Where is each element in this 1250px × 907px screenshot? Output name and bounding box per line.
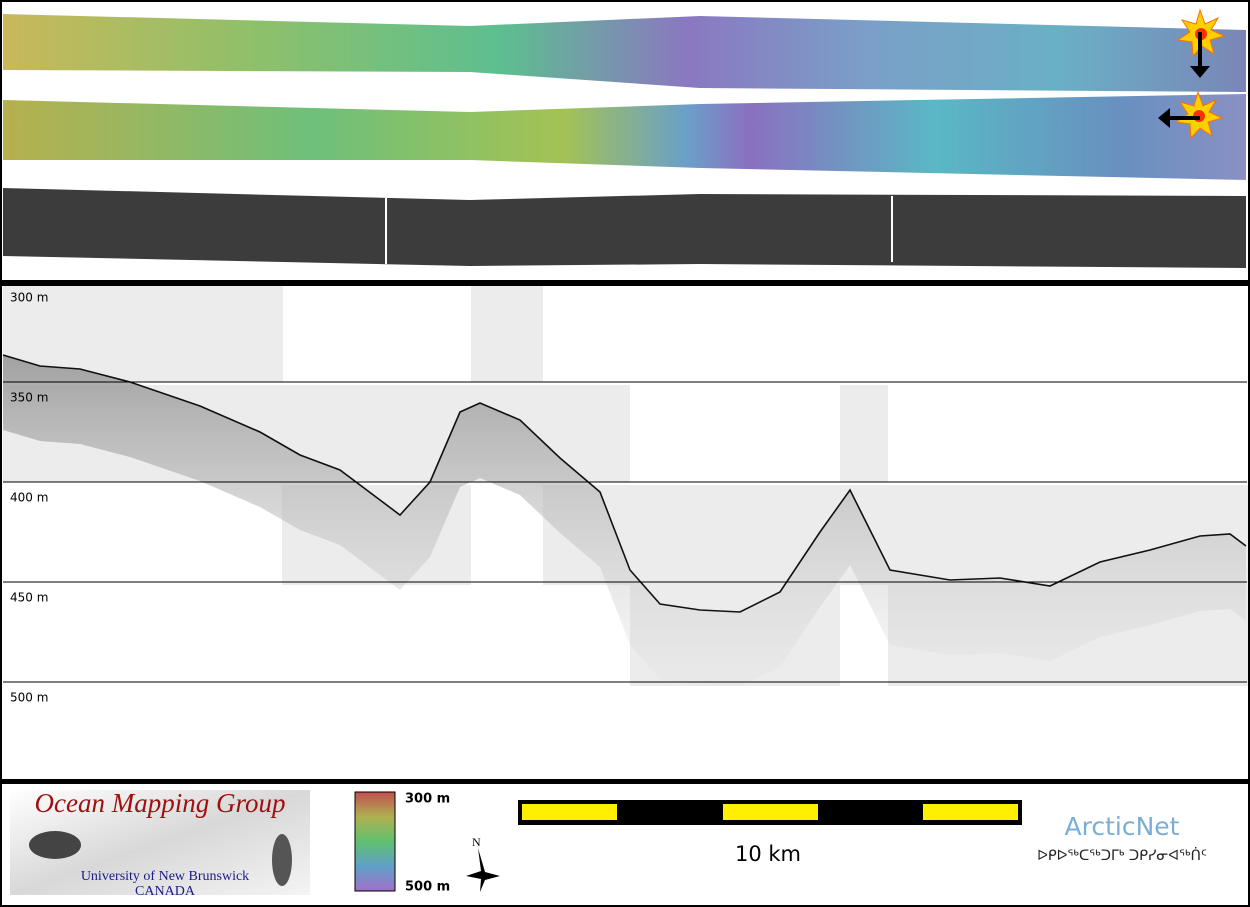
logo-graphic [29,831,81,859]
logo-title: Ocean Mapping Group [35,788,286,818]
bathymetry-strip [3,94,1246,180]
vessel-marker [1176,8,1226,78]
partner-name: ArcticNet [1065,812,1180,841]
depth-scale: 300 m 350 m 400 m 450 m 500 m [3,291,1247,705]
colorbar [354,791,396,892]
separator [0,779,1250,784]
seafloor-profile [2,354,1247,613]
scale-bar-label: 10 km [735,842,801,866]
backscatter-strip [3,188,1246,268]
colorbar-label: 500 m [405,880,450,895]
logo-country: CANADA [135,884,196,899]
scale-bar-segment [923,804,1018,820]
scale-bar-segment [522,804,617,820]
depth-label: 300 m [10,291,48,305]
vessel-marker [1158,90,1224,140]
bathymetry-strip [3,14,1246,92]
depth-label: 400 m [10,491,48,505]
colorbar-label: 300 m [405,792,450,807]
scale-bar-segment [723,804,818,820]
subbottom-reflectors [3,355,1246,686]
north-label: N [472,835,481,849]
depth-label: 350 m [10,391,48,405]
partner-subtitle: ᐅᑭᐅᖅᑕᖅᑐᒥᒃ ᑐᑭᓯᓂᐊᖅᑏᑦ [1037,847,1207,864]
logo-graphic [272,834,292,886]
depth-label: 450 m [10,591,48,605]
depth-label: 500 m [10,691,48,705]
logo-university: University of New Brunswick [81,869,249,884]
separator [0,280,1250,286]
north-arrow [466,848,500,892]
